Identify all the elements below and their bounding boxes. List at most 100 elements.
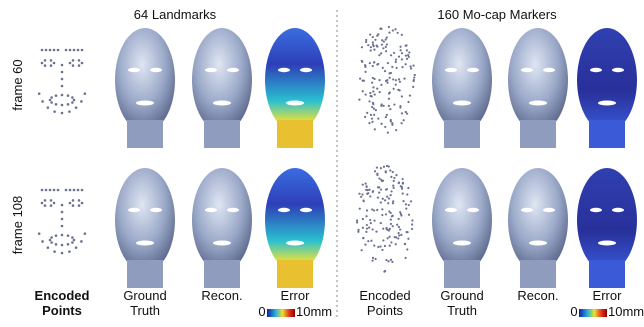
encoded-points: [356, 165, 414, 273]
point: [365, 39, 367, 41]
point: [387, 260, 389, 262]
mouth: [453, 241, 471, 246]
point: [378, 79, 380, 81]
point: [377, 63, 379, 65]
point: [386, 82, 388, 84]
point: [80, 100, 83, 103]
point: [413, 76, 415, 78]
point: [67, 243, 70, 246]
point: [390, 190, 392, 192]
label: Points: [42, 303, 82, 318]
point: [388, 92, 390, 94]
point: [408, 214, 410, 216]
neck: [277, 260, 313, 288]
point: [65, 49, 68, 52]
head: [265, 168, 325, 272]
face: [192, 168, 252, 288]
point: [398, 78, 400, 80]
point: [84, 232, 87, 235]
point: [362, 218, 364, 220]
point: [407, 101, 409, 103]
point: [384, 70, 386, 72]
point: [405, 55, 407, 57]
point: [369, 62, 371, 64]
point: [68, 250, 71, 253]
point: [41, 49, 44, 52]
point: [400, 234, 402, 236]
point: [61, 112, 64, 115]
point: [47, 246, 50, 249]
point: [61, 234, 64, 237]
point: [410, 67, 412, 69]
point: [406, 231, 408, 233]
point: [401, 95, 403, 97]
point: [366, 193, 368, 195]
point: [363, 200, 365, 202]
label: Encoded: [35, 288, 90, 303]
point: [392, 215, 394, 217]
eye: [205, 208, 217, 212]
point: [402, 200, 404, 202]
eye: [521, 208, 533, 212]
point: [388, 105, 390, 107]
point: [50, 204, 53, 207]
neck: [444, 260, 480, 288]
mouth: [598, 241, 616, 246]
point: [373, 245, 375, 247]
neck: [444, 120, 480, 148]
point: [359, 77, 361, 79]
point: [373, 61, 375, 63]
mouth: [453, 101, 471, 106]
neck: [127, 260, 163, 288]
point: [385, 46, 387, 48]
point: [362, 237, 364, 239]
point: [357, 231, 359, 233]
point: [382, 180, 384, 182]
point: [374, 93, 376, 95]
point: [375, 109, 377, 111]
point: [406, 193, 408, 195]
point: [401, 178, 403, 180]
point: [49, 239, 52, 242]
point: [377, 246, 379, 248]
head: [115, 168, 175, 272]
point: [386, 196, 388, 198]
point: [50, 96, 53, 99]
point: [361, 249, 363, 251]
point: [393, 177, 395, 179]
mouth: [213, 241, 231, 246]
point: [67, 103, 70, 106]
eye: [227, 208, 239, 212]
point: [381, 249, 383, 251]
point: [374, 39, 376, 41]
point: [397, 232, 399, 234]
point: [386, 229, 388, 231]
point: [362, 90, 364, 92]
point: [61, 78, 64, 81]
point: [378, 186, 380, 188]
point: [65, 189, 68, 192]
point: [78, 59, 81, 62]
point: [61, 218, 64, 221]
point: [53, 202, 56, 205]
point: [361, 60, 363, 62]
point: [364, 244, 366, 246]
point: [401, 52, 403, 54]
point: [399, 81, 401, 83]
point: [398, 234, 400, 236]
point: [373, 78, 375, 80]
point: [403, 78, 405, 80]
point: [405, 257, 407, 259]
point: [396, 67, 398, 69]
point: [368, 122, 370, 124]
eye: [521, 68, 533, 72]
point: [61, 85, 64, 88]
face: [432, 168, 492, 288]
head: [265, 28, 325, 132]
point: [389, 169, 391, 171]
point: [361, 46, 363, 48]
point: [81, 202, 84, 205]
error-map: [265, 168, 325, 288]
point: [359, 208, 361, 210]
point: [47, 106, 50, 109]
